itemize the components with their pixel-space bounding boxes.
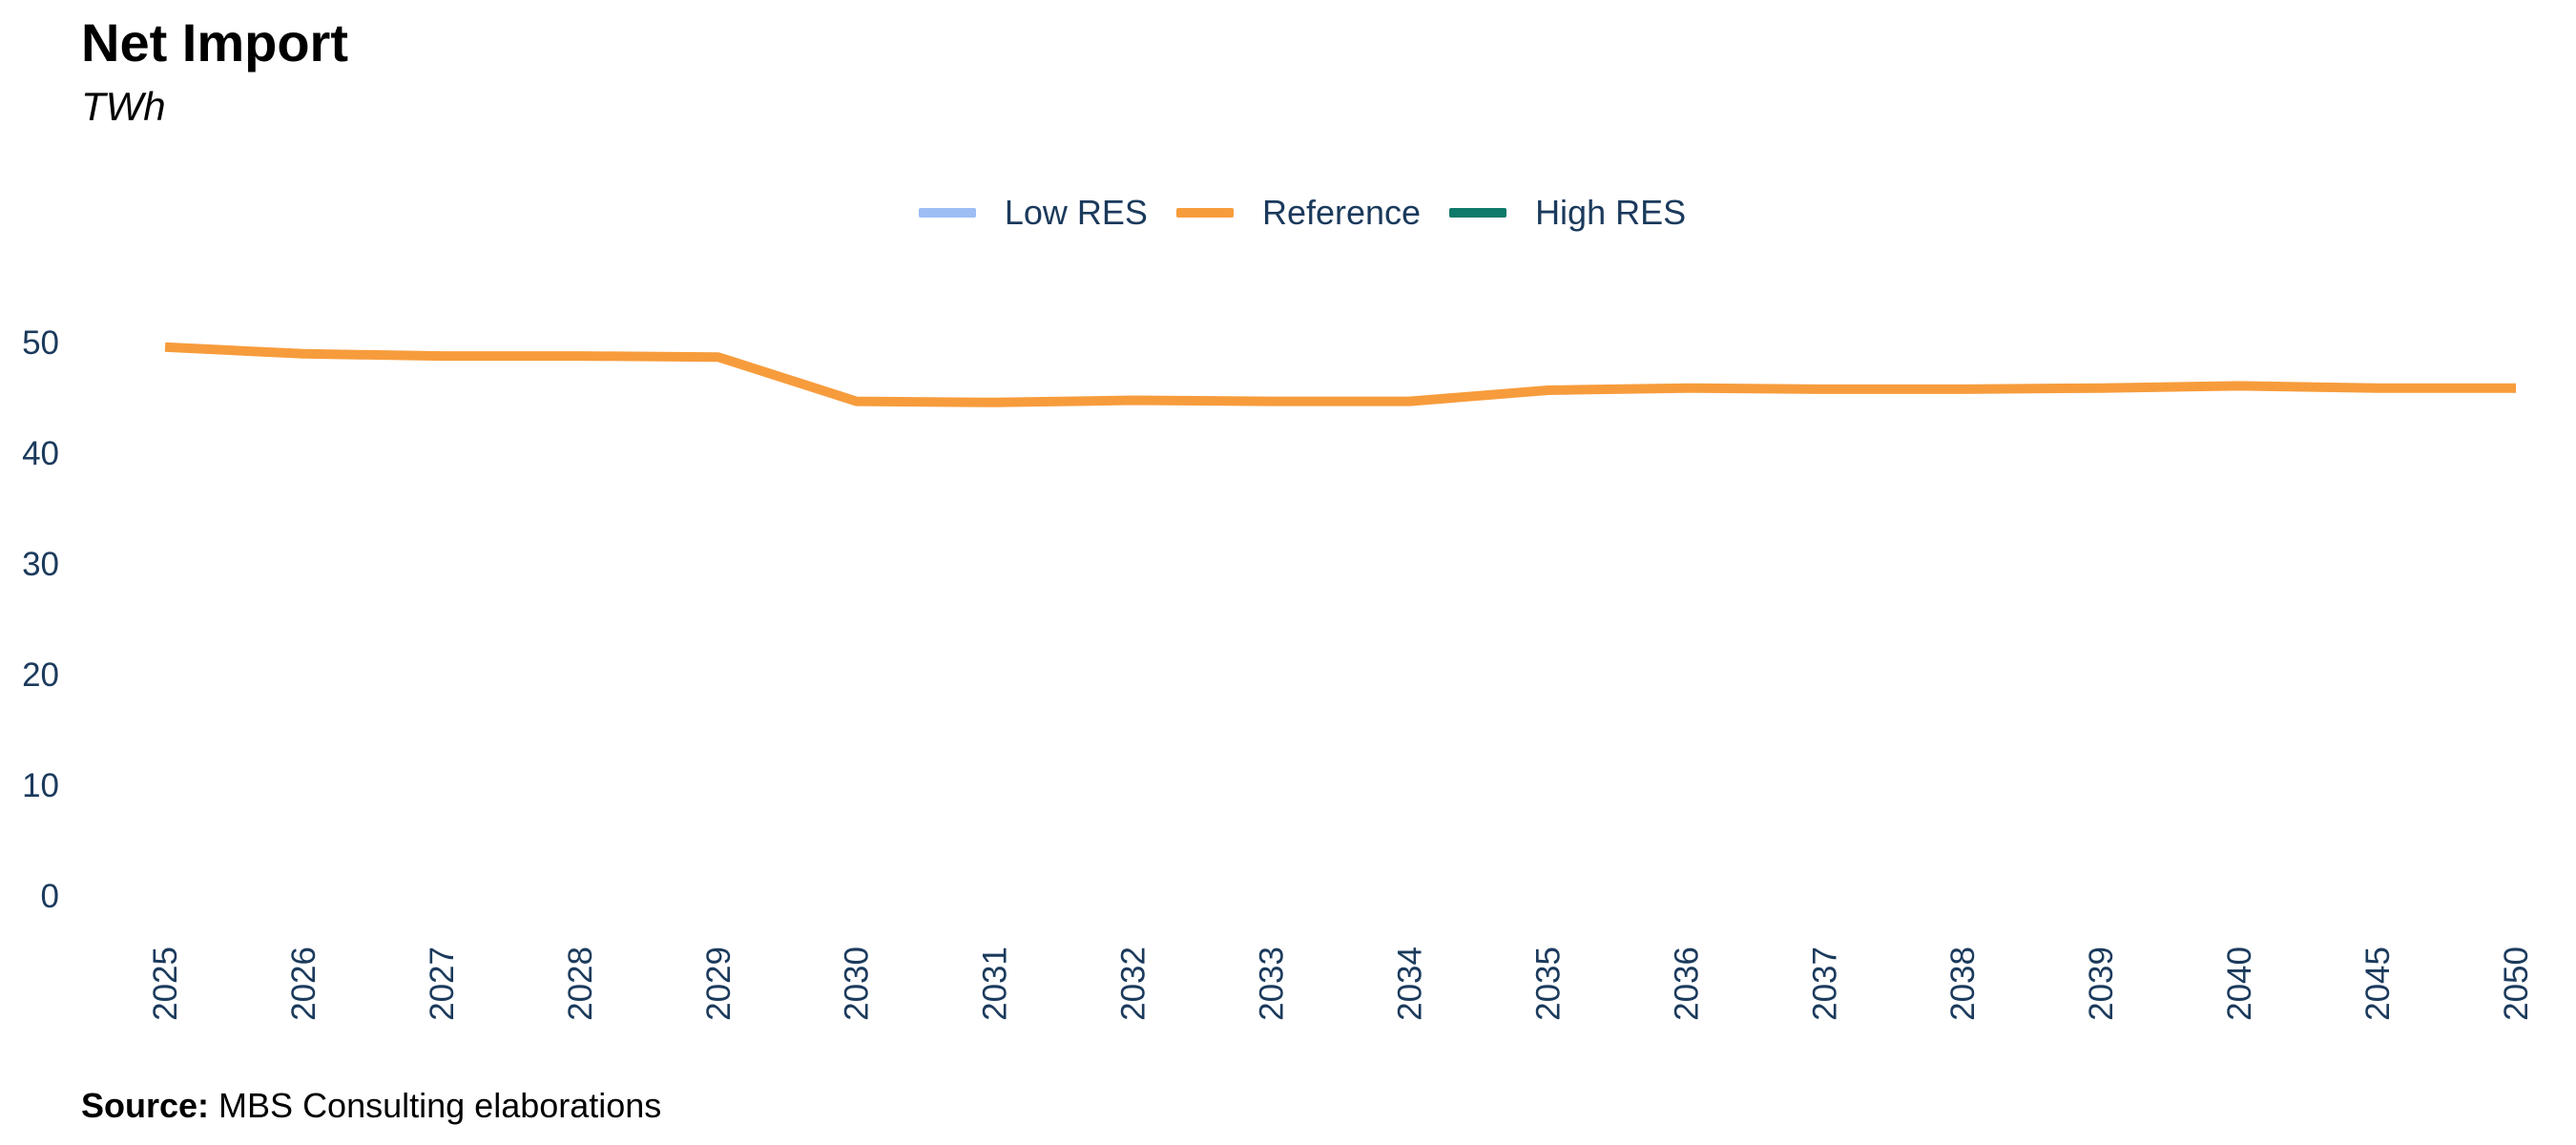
y-tick-label: 40 — [22, 435, 59, 472]
legend-label-low-res: Low RES — [1004, 193, 1148, 232]
y-tick-label: 50 — [22, 324, 59, 362]
chart-legend: Low RES Reference High RES — [0, 186, 2576, 239]
x-tick-label: 2037 — [1806, 947, 1843, 1021]
x-tick-label: 2035 — [1529, 947, 1567, 1021]
x-tick-label: 2038 — [1944, 947, 1982, 1021]
legend-item-reference[interactable]: Reference — [1175, 193, 1422, 233]
legend-item-high-res[interactable]: High RES — [1449, 193, 1686, 233]
x-tick-label: 2029 — [700, 947, 737, 1021]
x-tick-label: 2039 — [2083, 947, 2120, 1021]
x-tick-label: 2045 — [2359, 947, 2397, 1021]
x-tick-label: 2031 — [977, 947, 1014, 1021]
x-tick-label: 2040 — [2221, 947, 2258, 1021]
legend-label-reference: Reference — [1261, 193, 1422, 232]
x-tick-label: 2033 — [1254, 947, 1291, 1021]
x-tick-label: 2036 — [1668, 947, 1705, 1021]
x-tick-label: 2034 — [1391, 947, 1428, 1021]
chart-title: Net Import — [81, 12, 348, 73]
x-tick-label: 2028 — [562, 947, 599, 1021]
x-tick-label: 2050 — [2498, 947, 2535, 1021]
legend-swatch-high-res — [1449, 208, 1507, 218]
y-tick-label: 20 — [22, 656, 59, 694]
legend-swatch-low-res — [918, 208, 976, 218]
legend-label-high-res: High RES — [1535, 193, 1687, 232]
y-tick-label: 30 — [22, 546, 59, 583]
source-note: Source: MBS Consulting elaborations — [81, 1086, 661, 1126]
legend-item-low-res[interactable]: Low RES — [918, 193, 1148, 233]
y-tick-label: 10 — [22, 767, 59, 804]
x-tick-label: 2025 — [147, 947, 184, 1021]
legend-swatch-reference — [1175, 208, 1234, 218]
x-tick-label: 2030 — [839, 947, 876, 1021]
source-text: MBS Consulting elaborations — [209, 1086, 662, 1125]
x-tick-label: 2032 — [1115, 947, 1153, 1021]
y-tick-label: 0 — [41, 878, 59, 915]
x-tick-label: 2027 — [424, 947, 461, 1021]
chart-subtitle-unit: TWh — [81, 84, 166, 129]
x-tick-label: 2026 — [285, 947, 322, 1021]
source-label: Source: — [81, 1086, 210, 1125]
series-line-reference[interactable] — [164, 342, 2516, 407]
